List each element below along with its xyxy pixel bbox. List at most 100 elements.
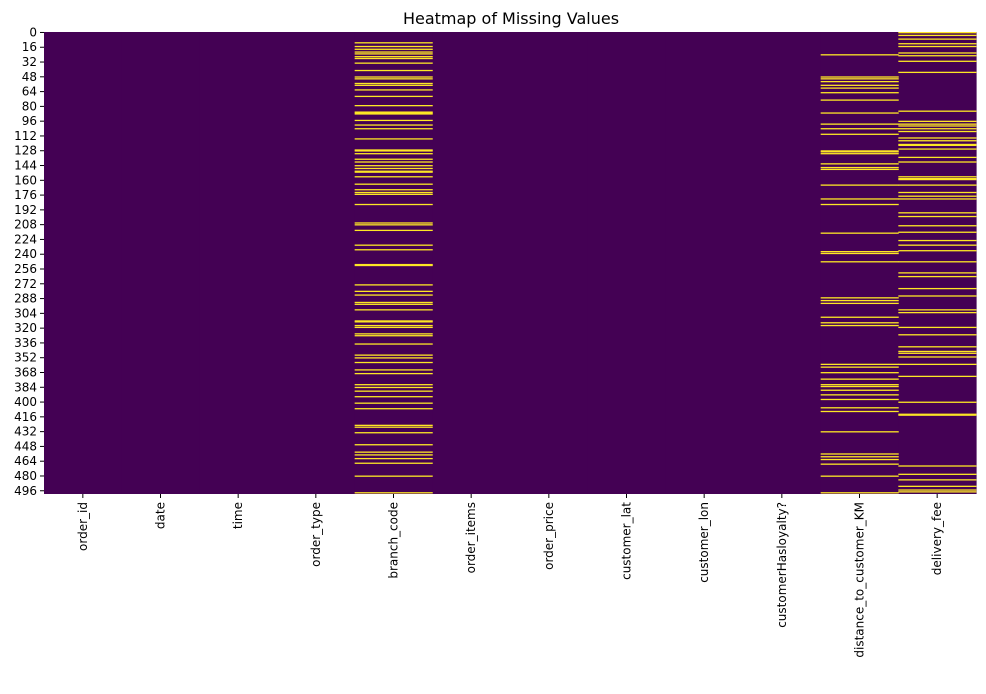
y-tick-label-160: 160 [14,173,37,187]
y-tick-label-16: 16 [22,40,37,54]
missing-cell-distance_to_customer_KM-397 [820,398,899,401]
missing-cell-branch_code-446 [354,444,433,446]
missing-cell-branch_code-457 [354,454,433,456]
x-tick-label-order_id: order_id [76,502,90,551]
y-tick-label-304: 304 [14,306,37,320]
x-tick-label-customer_lat: customer_lat [620,502,634,580]
missing-cell-distance_to_customer_KM-142 [820,163,899,165]
y-tick-label-112: 112 [14,129,37,143]
missing-cell-delivery_fee-260 [898,272,977,274]
missing-cell-distance_to_customer_KM-128 [820,150,899,152]
missing-cell-delivery_fee-101 [898,125,977,127]
y-tick-label-176: 176 [14,188,37,202]
missing-cell-delivery_fee-173 [898,191,977,194]
missing-cell-branch_code-147 [354,167,433,170]
missing-cell-delivery_fee-0 [898,32,977,34]
missing-cell-branch_code-62 [354,89,433,91]
missing-cell-delivery_fee-104 [898,128,977,130]
y-tick-label-400: 400 [14,395,37,409]
missing-cell-branch_code-170 [354,189,433,191]
missing-cell-branch_code-41 [354,69,433,72]
y-tick-label-192: 192 [14,203,37,217]
missing-cell-delivery_fee-177 [898,195,977,197]
y-tick-label-48: 48 [22,70,37,84]
missing-cell-branch_code-173 [354,191,433,194]
missing-cell-distance_to_customer_KM-392 [820,394,899,396]
heatmap-column-distance_to_customer_KM [820,32,899,494]
missing-cell-branch_code-251 [354,263,433,266]
missing-cell-distance_to_customer_KM-498 [820,492,899,494]
missing-cell-branch_code-427 [354,426,433,428]
missing-cell-distance_to_customer_KM-48 [820,76,899,78]
y-tick-label-32: 32 [22,55,37,69]
missing-cell-branch_code-337 [354,343,433,345]
missing-cell-branch_code-86 [354,111,433,113]
missing-cell-distance_to_customer_KM-462 [820,458,899,461]
missing-cell-branch_code-150 [354,170,433,172]
missing-cell-delivery_fee-497 [898,491,977,493]
missing-cell-branch_code-313 [354,321,433,323]
missing-cell-distance_to_customer_KM-131 [820,153,899,155]
missing-cell-delivery_fee-96 [898,120,977,123]
missing-cell-branch_code-18 [354,48,433,50]
missing-cell-delivery_fee-414 [898,414,977,416]
missing-cell-distance_to_customer_KM-65 [820,92,899,94]
missing-cell-branch_code-328 [354,335,433,337]
missing-cell-distance_to_customer_KM-368 [820,372,899,374]
heatmap-column-order_items [432,32,511,494]
missing-cell-delivery_fee-413 [898,413,977,415]
missing-cell-distance_to_customer_KM-24 [820,54,899,56]
missing-cell-delivery_fee-345 [898,350,977,353]
missing-cell-delivery_fee-319 [898,326,977,329]
y-tick-label-64: 64 [22,85,37,99]
missing-cell-distance_to_customer_KM-467 [820,463,899,465]
missing-cell-distance_to_customer_KM-50 [820,78,899,80]
heatmap-column-customer_lat [587,32,666,494]
missing-cell-distance_to_customer_KM-53 [820,80,899,83]
missing-cell-distance_to_customer_KM-165 [820,184,899,186]
missing-cell-delivery_fee-7 [898,38,977,40]
missing-cell-distance_to_customer_KM-180 [820,198,899,200]
missing-cell-delivery_fee-277 [898,287,977,290]
missing-cell-branch_code-100 [354,124,433,126]
missing-cell-branch_code-88 [354,113,433,115]
missing-cell-branch_code-206 [354,222,433,224]
missing-cell-branch_code-21 [354,51,433,53]
heatmap-column-date [121,32,200,494]
x-tick-label-customer_lon: customer_lon [697,502,711,583]
missing-cell-branch_code-394 [354,396,433,398]
missing-cell-distance_to_customer_KM-387 [820,389,899,391]
y-tick-label-496: 496 [14,484,37,498]
missing-cell-branch_code-273 [354,284,433,286]
missing-cell-distance_to_customer_KM-60 [820,87,899,89]
missing-cell-delivery_fee-351 [898,356,977,358]
missing-cell-branch_code-300 [354,309,433,311]
missing-cell-distance_to_customer_KM-148 [820,168,899,171]
missing-cell-distance_to_customer_KM-146 [820,166,899,169]
missing-cell-delivery_fee-209 [898,225,977,227]
missing-cell-branch_code-186 [354,203,433,206]
missing-cell-delivery_fee-469 [898,465,977,467]
y-tick-label-432: 432 [14,425,37,439]
missing-cell-delivery_fee-300 [898,309,977,311]
missing-cell-branch_code-23 [354,53,433,55]
y-tick-label-96: 96 [22,114,37,128]
missing-cell-delivery_fee-478 [898,473,977,475]
missing-cell-delivery_fee-121 [898,143,977,146]
missing-cell-branch_code-319 [354,326,433,329]
missing-cell-distance_to_customer_KM-314 [820,322,899,324]
missing-cell-delivery_fee-347 [898,352,977,354]
missing-cell-branch_code-312 [354,320,433,322]
missing-cell-delivery_fee-484 [898,479,977,481]
missing-cell-branch_code-357 [354,361,433,364]
missing-cell-distance_to_customer_KM-406 [820,407,899,409]
y-tick-label-320: 320 [14,321,37,335]
missing-cell-distance_to_customer_KM-432 [820,431,899,433]
missing-cell-delivery_fee-340 [898,346,977,348]
missing-cell-delivery_fee-225 [898,239,977,242]
missing-cell-distance_to_customer_KM-362 [820,366,899,368]
missing-cell-delivery_fee-3 [898,34,977,37]
missing-cell-branch_code-365 [354,369,433,371]
missing-cell-delivery_fee-114 [898,137,977,139]
